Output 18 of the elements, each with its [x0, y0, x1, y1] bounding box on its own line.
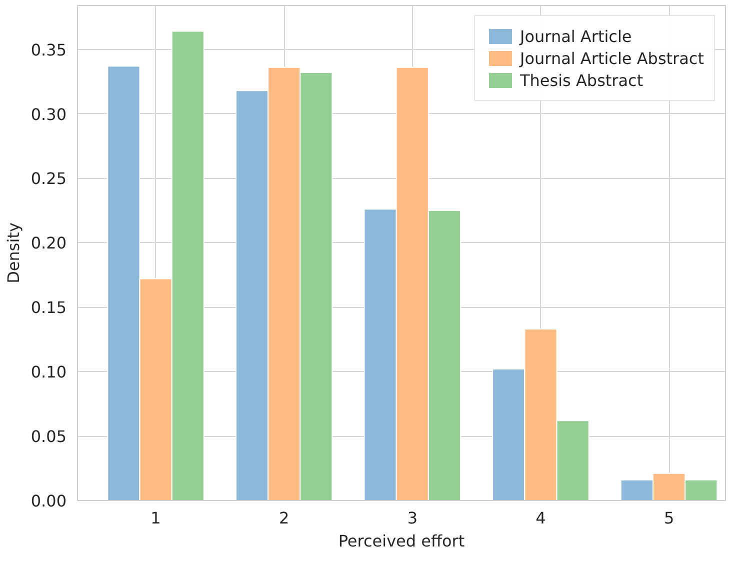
- x-tick-label: 5: [664, 508, 674, 528]
- y-tick-label: 0.35: [30, 40, 66, 60]
- legend-label: Journal Article: [520, 26, 632, 46]
- legend-label: Journal Article Abstract: [520, 48, 704, 68]
- legend-label: Thesis Abstract: [520, 70, 644, 90]
- y-tick-label: 0.15: [30, 298, 66, 318]
- x-axis-title: Perceived effort: [338, 532, 465, 550]
- x-tick-label: 1: [150, 508, 161, 528]
- y-tick-label: 0.20: [30, 234, 66, 253]
- x-tick-label: 4: [536, 508, 546, 528]
- x-tick-label: 2: [279, 508, 290, 528]
- y-tick-label: 0.00: [30, 492, 66, 510]
- y-axis-title: Density: [4, 222, 23, 284]
- y-tick-label: 0.25: [30, 169, 66, 188]
- y-tick-label: 0.05: [30, 427, 66, 446]
- y-tick-label: 0.10: [30, 362, 66, 382]
- x-tick-label: 3: [407, 508, 418, 528]
- y-tick-label: 0.30: [30, 104, 66, 124]
